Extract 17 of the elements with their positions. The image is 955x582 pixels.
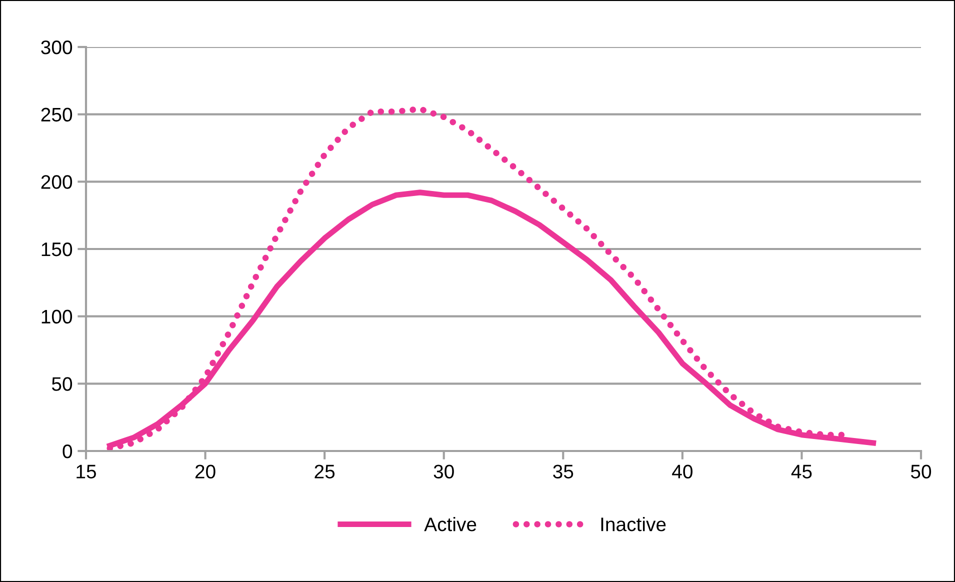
x-tick-label: 40 <box>672 464 692 478</box>
x-tick-label: 50 <box>910 464 932 478</box>
x-tick-label: 15 <box>76 464 96 478</box>
x-tick-label: 35 <box>553 464 574 478</box>
y-tick-label: 150 <box>42 242 72 256</box>
x-tick-label: 45 <box>791 464 812 478</box>
y-tick-label: 100 <box>42 310 72 324</box>
legend-label: Inactive <box>601 516 666 532</box>
x-tick-label: 20 <box>195 464 216 478</box>
x-tick-label: 30 <box>434 464 454 478</box>
y-tick-label: 0 <box>62 444 72 458</box>
y-tick-label: 300 <box>41 40 72 54</box>
y-tick-label: 50 <box>52 377 72 391</box>
x-tick-label: 25 <box>314 464 335 478</box>
legend-label: Active <box>424 516 476 532</box>
y-tick-label: 250 <box>41 108 72 122</box>
y-tick-label: 200 <box>41 175 72 189</box>
